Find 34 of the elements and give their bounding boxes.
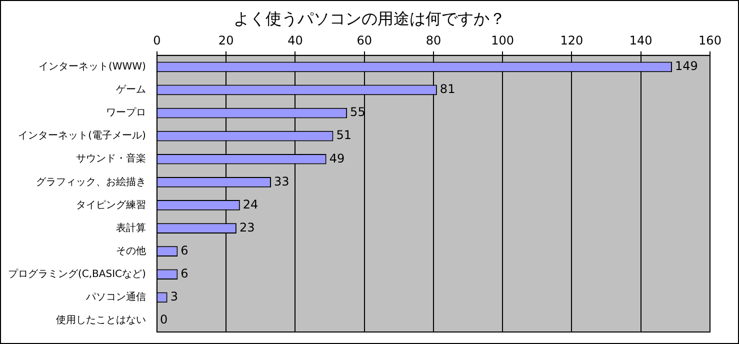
data-label: 6 — [180, 243, 188, 258]
x-tick-label: 160 — [698, 33, 722, 48]
y-tick-label: プログラミング(C,BASICなど) — [8, 268, 146, 280]
y-tick-label: グラフィック、お絵描き — [36, 176, 146, 188]
x-tick-label: 100 — [491, 33, 514, 48]
y-tick-label: ワープロ — [106, 106, 146, 119]
y-tick-label: タイピング練習 — [76, 198, 146, 211]
data-label: 55 — [350, 105, 366, 120]
y-tick-label: 表計算 — [116, 222, 146, 234]
x-tick-label: 20 — [218, 33, 234, 48]
data-label: 24 — [242, 197, 258, 212]
x-tick-label: 0 — [153, 33, 161, 48]
data-label: 23 — [239, 220, 255, 234]
y-tick-label: インターネット(電子メール) — [18, 130, 146, 142]
y-tick-label: パソコン通信 — [84, 291, 146, 304]
y-tick-label: ゲーム — [116, 84, 146, 96]
chart-title: よく使うパソコンの用途は何ですか？ — [232, 9, 506, 30]
x-tick-label: 140 — [629, 33, 652, 48]
y-tick-label: インターネット(WWW) — [38, 62, 146, 73]
data-label: 33 — [274, 174, 290, 188]
y-tick-label: その他 — [116, 244, 146, 257]
x-tick-label: 60 — [356, 33, 372, 48]
data-label: 49 — [329, 151, 345, 166]
data-label: 0 — [160, 312, 168, 327]
data-label: 6 — [180, 266, 188, 280]
data-label: 81 — [440, 82, 456, 96]
data-label: 3 — [170, 290, 178, 304]
data-label: 149 — [674, 59, 698, 74]
y-tick-label: 使用したことはない — [56, 315, 146, 326]
y-tick-label: サウンド・音楽 — [76, 152, 146, 165]
x-tick-label: 80 — [426, 33, 442, 48]
data-label: 51 — [336, 128, 352, 142]
x-tick-label: 40 — [288, 33, 303, 48]
x-tick-label: 120 — [560, 33, 584, 48]
